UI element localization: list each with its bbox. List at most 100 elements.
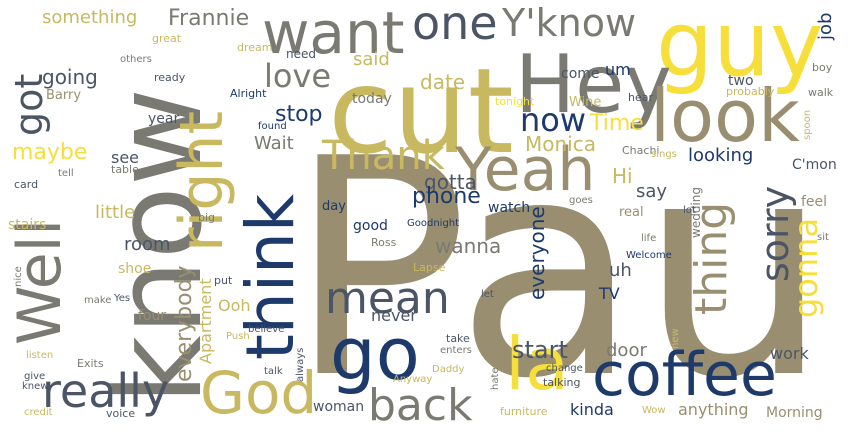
- word-others: others: [120, 54, 152, 65]
- word-great: great: [152, 32, 182, 45]
- word-alright: Alright: [230, 87, 267, 100]
- word-push: Push: [226, 331, 250, 342]
- word-nice: nice: [13, 266, 24, 287]
- word-lot: lot: [683, 205, 696, 216]
- word-barry: Barry: [46, 88, 82, 103]
- word-go: go: [330, 312, 420, 396]
- word-sings: sings: [651, 149, 677, 160]
- word-daddy: Daddy: [432, 364, 465, 375]
- word-woman: woman: [313, 399, 365, 415]
- word-hear: hear: [628, 91, 654, 104]
- word-wow: Wow: [642, 405, 666, 416]
- word-shoe: shoe: [118, 261, 152, 277]
- word-voice: voice: [106, 407, 136, 420]
- word-ready: ready: [154, 71, 186, 84]
- word-spoon: spoon: [802, 109, 813, 140]
- word-always: always: [295, 347, 306, 382]
- word-little: little: [95, 202, 136, 223]
- word-enters: enters: [440, 345, 472, 356]
- word-real: real: [619, 205, 644, 220]
- word-walk: walk: [808, 86, 834, 99]
- word-listen: listen: [26, 350, 54, 361]
- word-um: um: [605, 60, 631, 79]
- word-everyone: everyone: [525, 206, 549, 300]
- word-yknow: Y'know: [502, 1, 637, 45]
- word-door: door: [606, 340, 647, 361]
- word-make: make: [84, 295, 112, 306]
- word-look: look: [650, 74, 800, 158]
- word-start: start: [512, 336, 568, 364]
- word-said: said: [353, 49, 390, 70]
- word-maybe: maybe: [12, 140, 88, 165]
- word-change: change: [546, 363, 583, 374]
- word-room: room: [124, 234, 171, 255]
- word-card: card: [14, 178, 39, 191]
- word-coffee: coffee: [592, 340, 777, 410]
- word-stop: stop: [275, 102, 323, 127]
- word-take: take: [446, 332, 470, 345]
- word-goodnight: Goodnight: [407, 218, 460, 229]
- word-god: God: [200, 359, 318, 427]
- word-good: good: [353, 218, 388, 234]
- word-anything: anything: [678, 400, 749, 419]
- word-wait: Wait: [254, 133, 294, 154]
- word-tell: tell: [58, 168, 74, 179]
- word-day: day: [322, 199, 346, 214]
- word-need: need: [286, 47, 316, 61]
- word-tv: TV: [599, 284, 620, 303]
- word-let: let: [481, 289, 494, 300]
- word-right: right: [167, 111, 237, 252]
- word-hi: Hi: [612, 164, 633, 188]
- word-kinda: kinda: [570, 400, 614, 419]
- word-sit: sit: [817, 232, 829, 243]
- word-year: year: [148, 111, 180, 127]
- word-now: now: [520, 101, 587, 139]
- word-put: put: [214, 274, 233, 287]
- word-big: big: [198, 211, 216, 224]
- word-dream: dream: [237, 41, 273, 54]
- word-back: back: [368, 380, 473, 431]
- word-two: two: [728, 73, 754, 89]
- word-wine: Wine: [569, 95, 602, 110]
- word-job: job: [815, 12, 836, 40]
- word-uh: uh: [609, 260, 632, 281]
- word-monica: Monica: [525, 132, 596, 156]
- word-welcome: Welcome: [626, 250, 672, 261]
- word-wanna: wanna: [435, 234, 502, 258]
- word-tonight: tonight: [495, 95, 535, 108]
- word-morning: Morning: [766, 405, 823, 421]
- word-feel: feel: [801, 194, 828, 210]
- word-going: going: [42, 65, 98, 89]
- word-phone: phone: [412, 184, 481, 209]
- word-furniture: furniture: [500, 405, 548, 418]
- word-gotta: gotta: [424, 170, 477, 194]
- word-ross: Ross: [371, 236, 397, 249]
- word-talking: talking: [543, 376, 581, 389]
- word-cut: cut: [328, 42, 514, 180]
- word-want: want: [262, 0, 405, 67]
- word-guy: guy: [656, 0, 824, 97]
- word-life: life: [641, 233, 657, 244]
- word-yes: Yes: [114, 293, 131, 304]
- word-everybody: everybody: [172, 265, 197, 382]
- word-cmon: C'mon: [792, 157, 837, 173]
- word-see: see: [111, 148, 140, 167]
- word-la: la: [505, 322, 570, 406]
- word-new: new: [670, 328, 681, 349]
- word-knew: knew: [22, 381, 49, 392]
- word-something: something: [42, 7, 138, 28]
- word-talk: talk: [264, 366, 283, 377]
- word-goes: goes: [569, 195, 593, 206]
- word-come: come: [561, 66, 600, 82]
- word-frannie: Frannie: [168, 6, 250, 31]
- word-four: four: [138, 308, 167, 324]
- word-table: table: [111, 163, 139, 176]
- word-say: say: [636, 181, 668, 202]
- word-thank: Thank: [322, 133, 445, 179]
- word-one: one: [412, 0, 498, 50]
- word-time: Time: [590, 111, 644, 136]
- word-ooh: Ooh: [218, 296, 251, 315]
- word-hate: hate: [490, 367, 501, 390]
- word-paul: Paul: [288, 95, 851, 432]
